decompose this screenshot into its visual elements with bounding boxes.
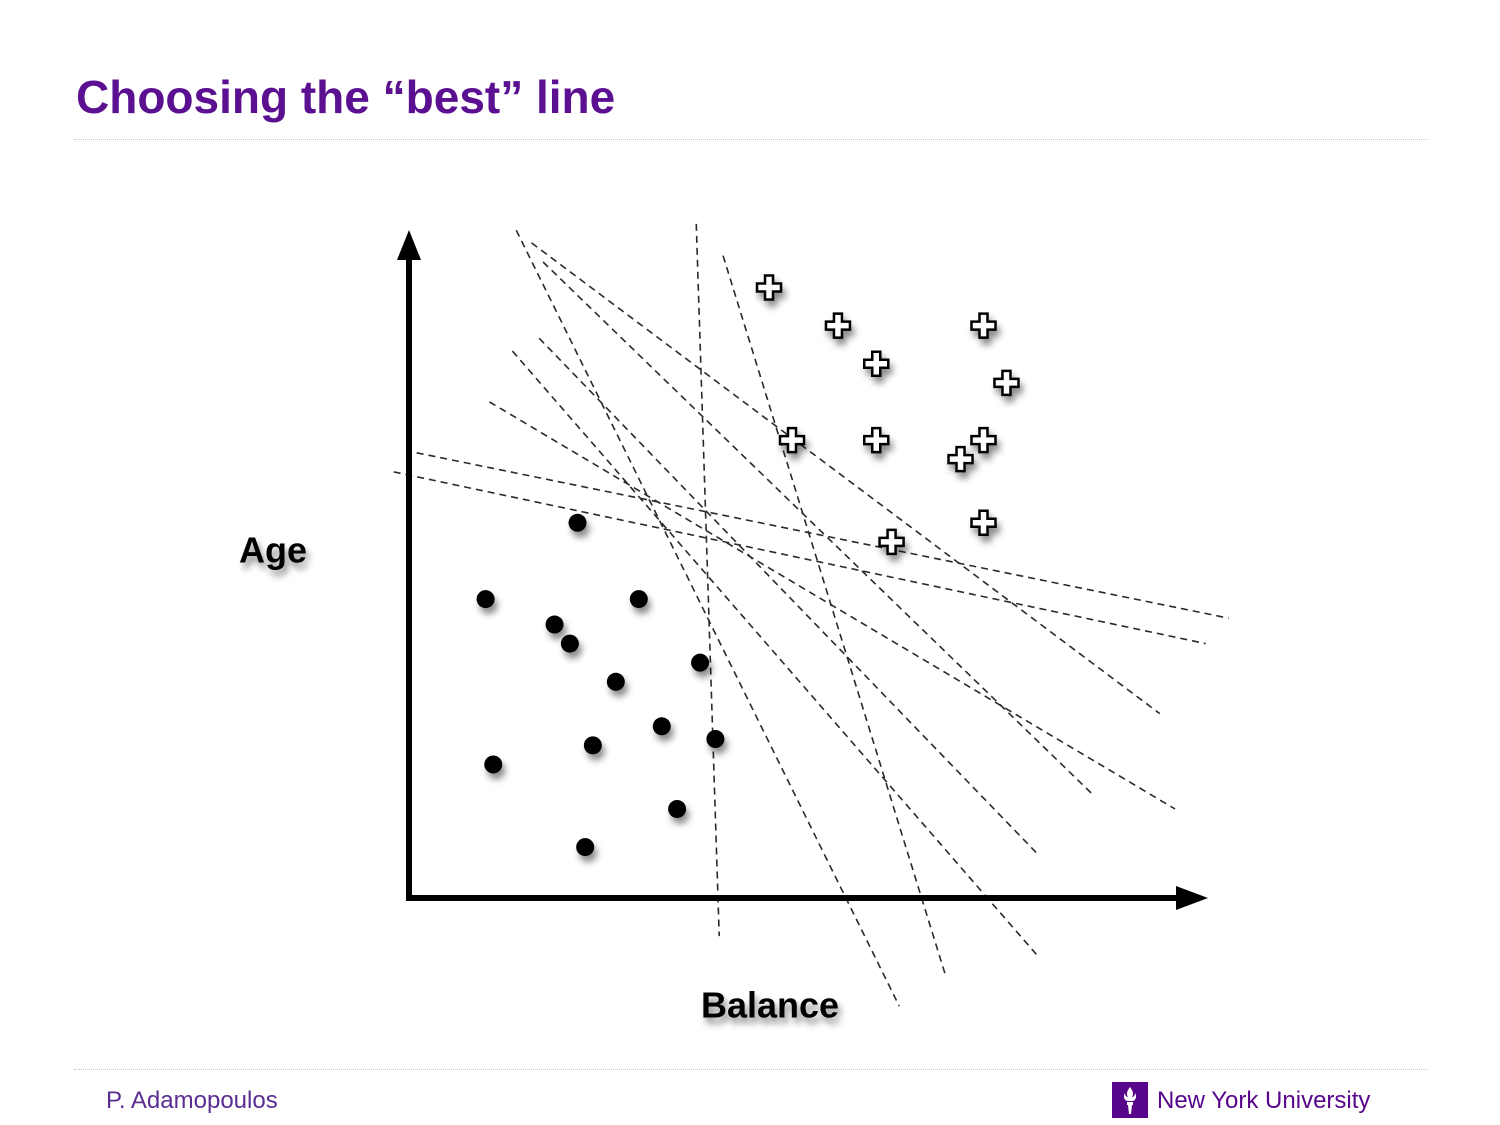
x-axis-arrowhead bbox=[1176, 886, 1208, 910]
positive-point bbox=[757, 275, 781, 299]
positive-point bbox=[864, 352, 888, 376]
negative-point bbox=[668, 800, 686, 818]
y-axis-arrowhead bbox=[397, 230, 421, 260]
torch-icon bbox=[1118, 1085, 1142, 1115]
candidate-line-8 bbox=[539, 338, 1037, 853]
negative-point bbox=[630, 590, 648, 608]
negative-point bbox=[607, 673, 625, 691]
candidate-line-7 bbox=[532, 243, 1160, 714]
positive-point bbox=[826, 314, 850, 338]
positive-points bbox=[757, 275, 1018, 553]
negative-point bbox=[561, 635, 579, 653]
positive-point bbox=[949, 447, 973, 471]
negative-points bbox=[477, 514, 725, 856]
footer-author: P. Adamopoulos bbox=[106, 1087, 278, 1115]
candidate-line-1 bbox=[696, 224, 719, 936]
candidate-line-2 bbox=[516, 230, 899, 1006]
positive-point bbox=[972, 511, 996, 535]
positive-point bbox=[994, 371, 1018, 395]
y-axis-label: Age bbox=[239, 530, 307, 571]
negative-point bbox=[576, 838, 594, 856]
negative-point bbox=[653, 717, 671, 735]
footer-divider bbox=[74, 1069, 1428, 1070]
positive-point bbox=[972, 428, 996, 452]
positive-point bbox=[864, 428, 888, 452]
negative-point bbox=[706, 730, 724, 748]
negative-point bbox=[584, 736, 602, 754]
negative-point bbox=[546, 616, 564, 634]
positive-point bbox=[972, 314, 996, 338]
candidate-line-3 bbox=[543, 262, 1095, 796]
positive-point bbox=[880, 530, 904, 554]
negative-point bbox=[691, 654, 709, 672]
x-axis-label: Balance bbox=[701, 985, 839, 1026]
negative-point bbox=[477, 590, 495, 608]
negative-point bbox=[484, 755, 502, 773]
candidate-line-6 bbox=[723, 256, 945, 975]
candidate-line-9 bbox=[417, 453, 1229, 618]
candidate-lines bbox=[394, 224, 1229, 1006]
footer-institution: New York University bbox=[1157, 1087, 1370, 1115]
candidate-line-10 bbox=[394, 472, 1206, 644]
axes bbox=[397, 230, 1208, 910]
negative-point bbox=[569, 514, 587, 532]
nyu-torch-logo bbox=[1112, 1082, 1148, 1118]
candidate-line-4 bbox=[512, 351, 1037, 955]
